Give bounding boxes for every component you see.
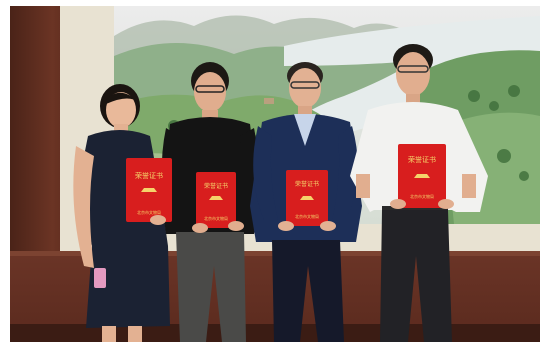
certificate-1: 荣誉证书 北京市文物局: [126, 158, 172, 225]
group-photo: 荣誉证书 北京市文物局 荣誉证书 北京市文物局 荣誉证书 北京市文物局: [10, 6, 540, 342]
certificate-3: 荣誉证书 北京市文物局: [278, 170, 336, 231]
certificate-issuer: 北京市文物局: [295, 213, 319, 219]
certificate-4: 荣誉证书 北京市文物局: [390, 144, 454, 209]
certificate-title: 荣誉证书: [408, 155, 436, 164]
certificate-title: 荣誉证书: [204, 182, 228, 190]
woman-black-dress: [73, 84, 170, 342]
certificate-issuer: 北京市文物局: [410, 193, 434, 199]
certificate-title: 荣誉证书: [295, 180, 319, 188]
phone-icon: [94, 268, 106, 288]
certificate-title: 荣誉证书: [135, 171, 163, 180]
people-layer: 荣誉证书 北京市文物局 荣誉证书 北京市文物局 荣誉证书 北京市文物局: [10, 44, 540, 342]
certificate-issuer: 北京市文物局: [204, 215, 228, 221]
certificate-2: 荣誉证书 北京市文物局: [192, 172, 244, 233]
certificate-issuer: 北京市文物局: [137, 209, 161, 215]
